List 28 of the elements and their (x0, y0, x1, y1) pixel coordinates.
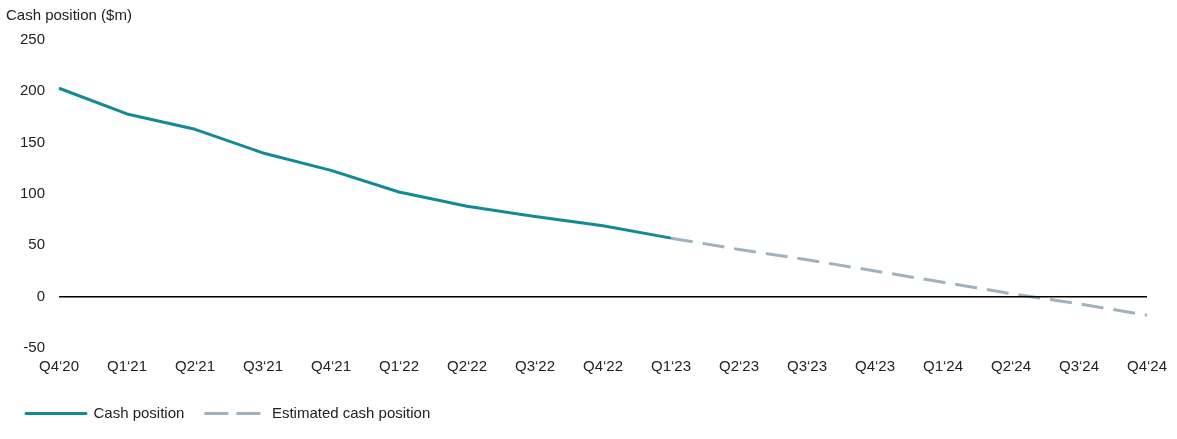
x-tick-label: Q2‘24 (990, 357, 1032, 375)
legend-label: Estimated cash position (271, 403, 431, 421)
x-tick-label: Q4‘22 (582, 357, 624, 375)
y-tick-label: -50 (23, 338, 46, 356)
x-tick-label: Q1‘22 (379, 357, 420, 375)
y-axis-title: Cash position ($m) (6, 5, 132, 23)
x-tick-label: Q4‘21 (311, 357, 352, 375)
y-tick-label: 200 (20, 81, 46, 99)
x-tick-label: Q3‘21 (243, 357, 284, 375)
y-tick-label: 100 (20, 184, 46, 202)
y-tick-label: 0 (36, 286, 46, 304)
x-tick-label: Q2‘23 (718, 357, 760, 375)
x-tick-label: Q4‘24 (1126, 357, 1167, 375)
x-tick-label: Q3‘22 (514, 357, 556, 375)
y-tick-label: 250 (20, 30, 46, 48)
y-tick-label: 50 (28, 235, 46, 253)
x-tick-label: Q1‘24 (922, 357, 964, 375)
x-tick-label: Q4‘20 (39, 357, 80, 375)
x-tick-label: Q1‘23 (650, 357, 692, 375)
x-tick-label: Q2‘22 (447, 357, 488, 375)
x-tick-label: Q2‘21 (175, 357, 216, 375)
y-tick-label: 150 (20, 132, 46, 150)
x-tick-label: Q3‘24 (1058, 357, 1099, 375)
x-tick-label: Q3‘23 (786, 357, 828, 375)
x-tick-label: Q4‘23 (854, 357, 896, 375)
x-tick-label: Q1‘21 (107, 357, 148, 375)
line-series (669, 236, 1149, 317)
legend-label: Cash position (93, 403, 185, 421)
